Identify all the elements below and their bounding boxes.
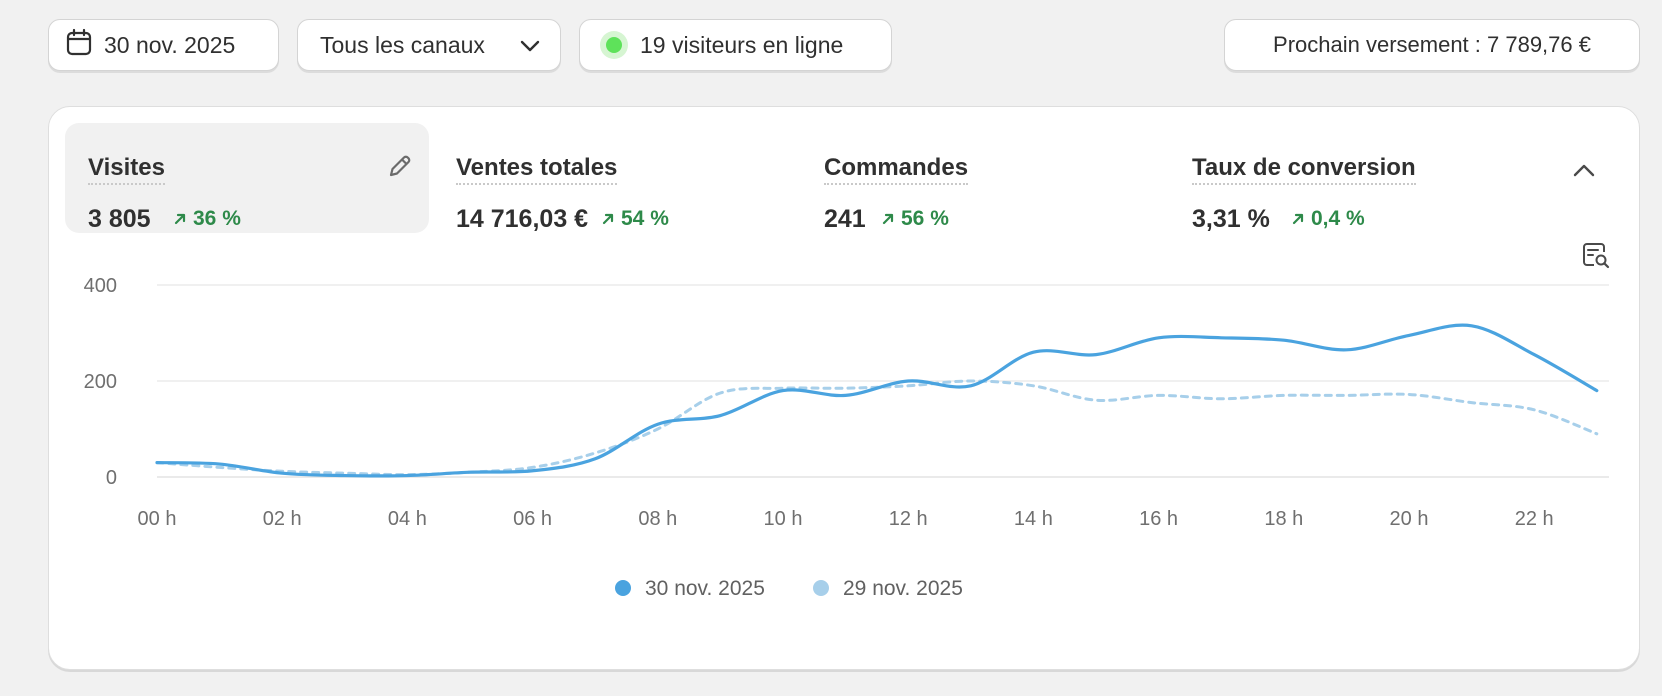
metric-value: 3,31 % [1192,205,1270,233]
x-tick-label: 16 h [1139,508,1178,530]
metric-label: Taux de conversion [1192,155,1416,185]
legend-label: 29 nov. 2025 [843,577,963,600]
metric-change-value: 54 % [621,207,669,230]
y-tick-label: 200 [84,371,117,393]
metric-change: 56 % [881,207,949,231]
arrow-up-right-icon [174,213,186,225]
legend-swatch [615,580,631,596]
metric-label: Ventes totales [456,155,618,185]
channel-label: Tous les canaux [320,31,485,58]
metric-change-value: 36 % [193,207,241,230]
metric-change-value: 0,4 % [1311,207,1365,230]
x-tick-label: 04 h [388,508,427,530]
live-visitors-button[interactable]: 19 visiteurs en ligne [579,19,892,71]
metric-tab-visits[interactable]: Visites 3 805 36 % [65,123,429,233]
metric-tab-orders[interactable]: Commandes 241 56 % [801,123,1165,233]
arrow-up-right-icon [882,213,894,225]
metric-tab-conversion-rate[interactable]: Taux de conversion 3,31 % 0,4 % [1169,123,1533,233]
x-tick-label: 06 h [513,508,552,530]
online-status-icon [600,31,628,59]
metric-change: 0,4 % [1291,207,1365,231]
next-payout-button[interactable]: Prochain versement : 7 789,76 € [1224,19,1640,71]
chevron-up-icon[interactable] [1573,163,1595,182]
metric-change-value: 56 % [901,207,949,230]
arrow-up-right-icon [602,213,614,225]
legend-swatch [813,580,829,596]
report-search-icon[interactable] [1581,241,1611,276]
analytics-card: Visites 3 805 36 % Ventes totales 14 716… [48,106,1640,670]
arrow-up-right-icon [1292,213,1304,225]
x-tick-label: 22 h [1515,508,1554,530]
pencil-icon[interactable] [385,153,413,186]
payout-label: Prochain versement : 7 789,76 € [1273,32,1591,57]
calendar-icon [66,28,92,62]
y-tick-label: 0 [106,467,117,489]
series-line-comparison [155,379,1599,477]
x-tick-label: 18 h [1264,508,1303,530]
x-tick-label: 00 h [138,508,177,530]
x-tick-label: 20 h [1390,508,1429,530]
metric-change: 36 % [173,207,241,231]
x-tick-label: 10 h [764,508,803,530]
visits-line-chart: 0 200 400 00 h 02 h 04 h 06 h 08 h 10 h 12 h 14 h 1… [84,275,1609,600]
legend-label: 30 nov. 2025 [645,577,765,600]
x-tick-label: 02 h [263,508,302,530]
y-tick-label: 400 [84,275,117,297]
channel-select[interactable]: Tous les canaux [297,19,561,71]
metric-label: Visites [88,155,165,185]
visitors-label: 19 visiteurs en ligne [640,31,844,58]
metric-change: 54 % [601,207,669,231]
metric-tab-total-sales[interactable]: Ventes totales 14 716,03 € 54 % [433,123,797,233]
metric-value: 3 805 [88,205,151,233]
x-tick-label: 08 h [638,508,677,530]
x-tick-label: 14 h [1014,508,1053,530]
date-picker-button[interactable]: 30 nov. 2025 [48,19,279,71]
series-line-current [155,323,1599,478]
metric-label: Commandes [824,155,969,185]
date-label: 30 nov. 2025 [104,31,236,58]
chevron-down-icon [520,32,540,59]
x-tick-label: 12 h [889,508,928,530]
metric-value: 14 716,03 € [456,205,589,233]
metric-value: 241 [824,205,866,233]
